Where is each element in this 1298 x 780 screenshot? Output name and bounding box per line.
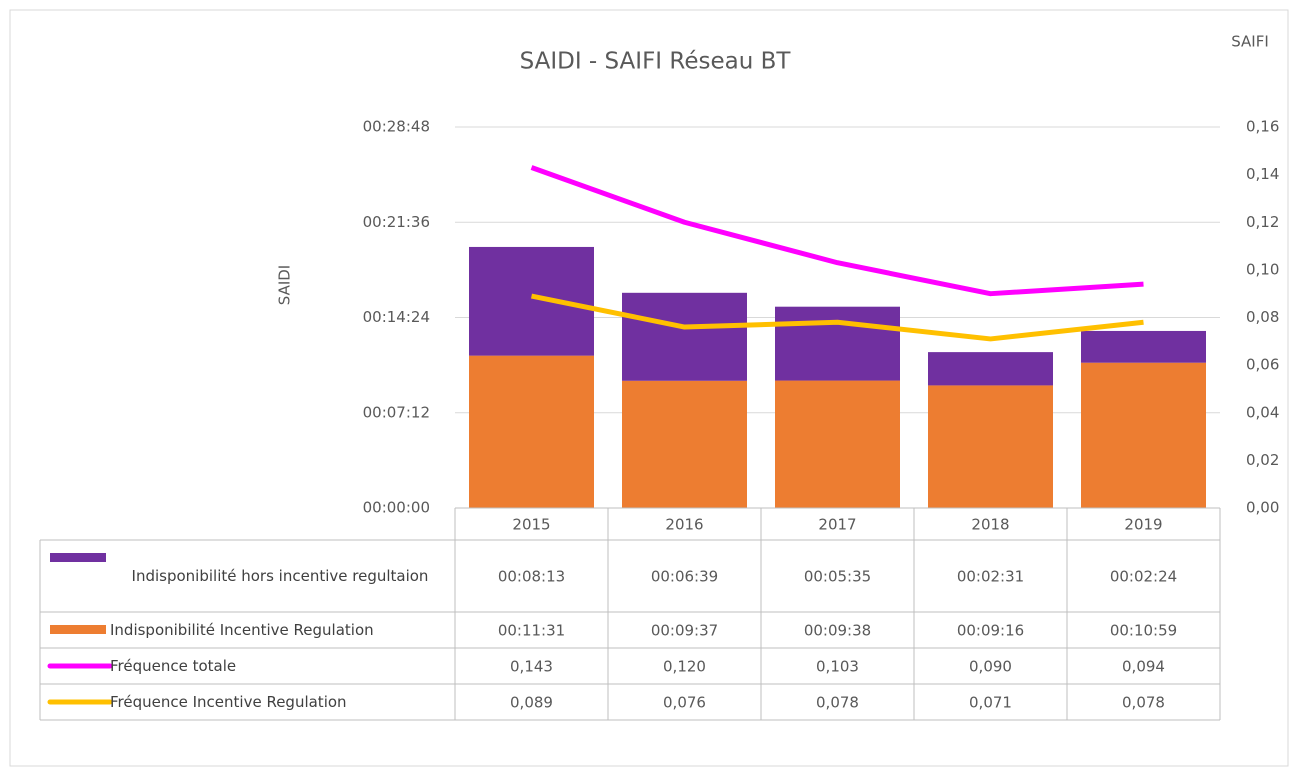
line [531, 293, 1144, 342]
y2-tick-label: 0,02 [1246, 451, 1279, 469]
bar [622, 292, 747, 381]
legend-label: Indisponibilité hors incentive regultaio… [131, 567, 429, 585]
table-value: 0,094 [1122, 658, 1165, 676]
table-value: 00:08:13 [498, 568, 565, 586]
legend-cell: Fréquence Incentive Regulation [110, 693, 347, 711]
table-value: 00:11:31 [498, 622, 565, 640]
y2-axis-label: SAIFI [1231, 33, 1269, 51]
table-value: 0,076 [663, 694, 706, 712]
table-value: 0,090 [969, 658, 1012, 676]
line [530, 165, 1144, 297]
y2-tick-label: 0,04 [1246, 403, 1279, 421]
table-value: 0,143 [510, 658, 553, 676]
legend-key [50, 625, 106, 634]
bar [469, 246, 594, 356]
table-value: 00:06:39 [651, 568, 718, 586]
x-tick-label: 2017 [818, 516, 856, 534]
table-value: 0,078 [816, 694, 859, 712]
y-tick-label: 00:28:48 [363, 118, 430, 136]
table-value: 0,103 [816, 658, 859, 676]
y2-tick-label: 0,16 [1246, 118, 1279, 136]
legend-cell: Fréquence totale [110, 657, 237, 675]
table-value: 00:02:31 [957, 568, 1024, 586]
legend-label: Indisponibilité Incentive Regulation [110, 621, 374, 639]
table-value: 00:09:38 [804, 622, 871, 640]
bar [1081, 330, 1206, 363]
y2-tick-label: 0,08 [1246, 308, 1279, 326]
table-value: 0,089 [510, 694, 553, 712]
y2-tick-label: 0,10 [1246, 260, 1279, 278]
table-value: 00:02:24 [1110, 568, 1177, 586]
table-value: 0,078 [1122, 694, 1165, 712]
chart-title: SAIDI - SAIFI Réseau BT [520, 49, 792, 75]
y-tick-label: 00:00:00 [363, 499, 430, 517]
table-value: 0,071 [969, 694, 1012, 712]
legend-label: Fréquence totale [110, 657, 237, 675]
y-tick-label: 00:21:36 [363, 213, 430, 231]
y2-tick-label: 0,12 [1246, 213, 1279, 231]
y-tick-label: 00:14:24 [363, 308, 430, 326]
bar [928, 352, 1053, 386]
legend-key [50, 553, 106, 562]
y-tick-label: 00:07:12 [363, 403, 430, 421]
legend-cell: Indisponibilité Incentive Regulation [110, 621, 374, 639]
bar [622, 380, 747, 508]
x-tick-label: 2015 [512, 516, 550, 534]
legend-cell: Indisponibilité hors incentive regultaio… [131, 567, 429, 585]
table-value: 0,120 [663, 658, 706, 676]
x-tick-label: 2016 [665, 516, 703, 534]
table-value: 00:09:37 [651, 622, 718, 640]
table-value: 00:09:16 [957, 622, 1024, 640]
x-tick-label: 2018 [971, 516, 1009, 534]
bar [1081, 362, 1206, 508]
bar [775, 306, 900, 381]
y2-tick-label: 0,00 [1246, 499, 1279, 517]
table-value: 00:05:35 [804, 568, 871, 586]
x-tick-label: 2019 [1124, 516, 1162, 534]
y-axis-label: SAIDI [276, 265, 294, 305]
y2-tick-label: 0,06 [1246, 356, 1279, 374]
legend-label: Fréquence Incentive Regulation [110, 693, 347, 711]
y2-tick-label: 0,14 [1246, 165, 1279, 183]
bar [928, 385, 1053, 508]
bar [469, 355, 594, 508]
table-value: 00:10:59 [1110, 622, 1177, 640]
bar [775, 380, 900, 508]
